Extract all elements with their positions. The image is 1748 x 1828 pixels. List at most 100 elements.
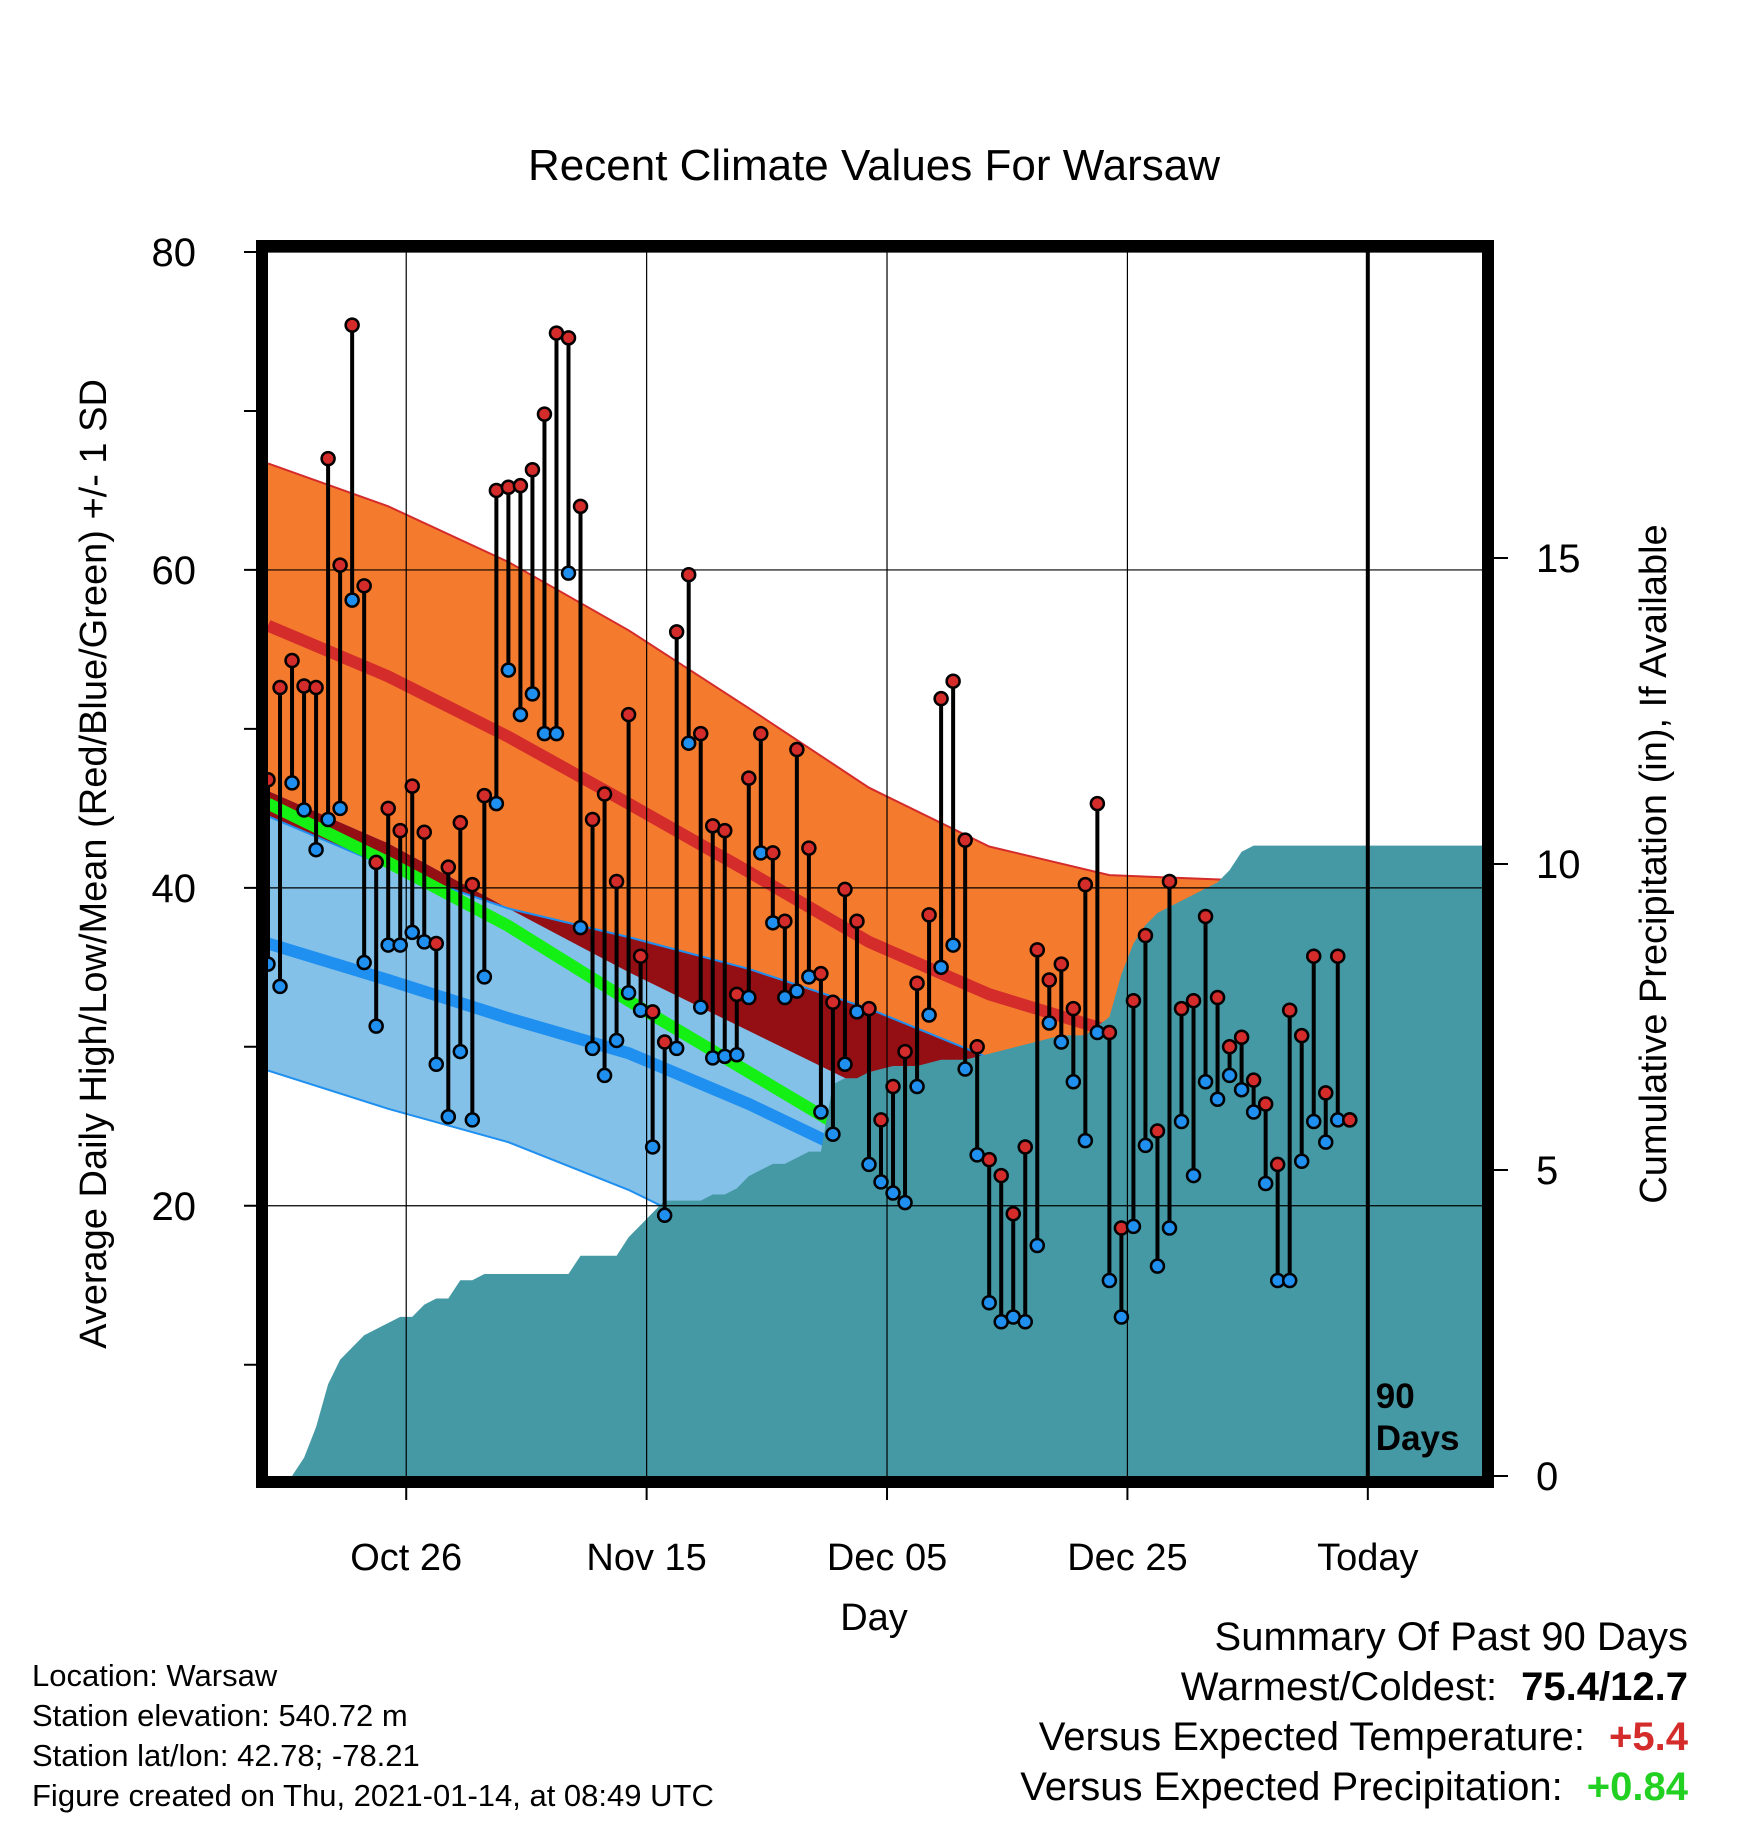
low-temp-point bbox=[1221, 1067, 1238, 1084]
low-temp-point bbox=[392, 937, 408, 953]
high-temp-point bbox=[644, 1004, 661, 1020]
low-temp-point bbox=[608, 1032, 625, 1049]
high-temp-point bbox=[680, 566, 697, 583]
low-temp-point bbox=[1101, 1272, 1118, 1289]
low-temp-point bbox=[825, 1126, 841, 1142]
high-temp-point bbox=[452, 814, 469, 831]
high-temp-point bbox=[1342, 1112, 1358, 1128]
low-temp-point bbox=[524, 686, 541, 702]
high-temp-point bbox=[596, 786, 613, 802]
high-temp-point bbox=[392, 822, 408, 839]
y-tick-label: 80 bbox=[152, 231, 197, 275]
high-temp-point bbox=[608, 873, 625, 890]
high-temp-point bbox=[268, 772, 276, 788]
y2-tick-label: 15 bbox=[1536, 537, 1581, 581]
low-temp-point bbox=[861, 1156, 877, 1173]
low-temp-point bbox=[1233, 1081, 1250, 1098]
high-temp-point bbox=[1293, 1027, 1310, 1044]
x-tick-label: Oct 26 bbox=[350, 1537, 462, 1579]
low-temp-point bbox=[1125, 1218, 1142, 1235]
high-temp-point bbox=[801, 840, 817, 856]
x-tick-label: Nov 15 bbox=[586, 1537, 706, 1579]
high-temp-point bbox=[765, 845, 781, 861]
high-temp-point bbox=[885, 1078, 901, 1095]
high-temp-point bbox=[368, 854, 384, 871]
created-text: Figure created on Thu, 2021-01-14, at 08… bbox=[32, 1778, 714, 1813]
precip-label: Versus Expected Precipitation: bbox=[1020, 1765, 1563, 1809]
high-temp-point bbox=[957, 832, 973, 848]
high-temp-point bbox=[945, 673, 961, 689]
low-temp-point bbox=[332, 800, 348, 817]
low-temp-point bbox=[813, 1104, 829, 1120]
low-temp-point bbox=[440, 1108, 457, 1125]
low-temp-point bbox=[644, 1139, 661, 1155]
low-temp-point bbox=[320, 811, 336, 828]
low-temp-point bbox=[1017, 1314, 1033, 1330]
low-temp-point bbox=[620, 985, 637, 1001]
low-temp-point bbox=[560, 565, 577, 581]
high-temp-point bbox=[1089, 795, 1106, 812]
low-temp-point bbox=[596, 1067, 613, 1084]
low-temp-point bbox=[1065, 1074, 1082, 1090]
low-temp-point bbox=[680, 735, 697, 751]
y-tick-label: 60 bbox=[152, 549, 197, 593]
high-temp-point bbox=[572, 498, 589, 515]
temp-label: Versus Expected Temperature: bbox=[1038, 1715, 1586, 1759]
high-temp-point bbox=[777, 913, 793, 929]
high-temp-point bbox=[1221, 1039, 1238, 1055]
high-temp-point bbox=[1245, 1072, 1262, 1088]
low-temp-point bbox=[512, 706, 529, 723]
summary-heading: Summary Of Past 90 Days bbox=[1214, 1615, 1688, 1659]
low-temp-point bbox=[656, 1207, 673, 1224]
high-temp-point bbox=[861, 1000, 877, 1017]
low-temp-point bbox=[668, 1040, 685, 1057]
high-temp-point bbox=[536, 406, 553, 422]
high-temp-point bbox=[356, 578, 372, 594]
low-temp-point bbox=[368, 1018, 384, 1034]
high-temp-point bbox=[1137, 927, 1154, 944]
y-tick-label: 20 bbox=[152, 1185, 197, 1229]
high-temp-point bbox=[1257, 1096, 1274, 1112]
high-temp-point bbox=[717, 822, 733, 839]
low-temp-point bbox=[729, 1047, 745, 1063]
x-tick-label: Today bbox=[1317, 1537, 1418, 1579]
low-temp-point bbox=[1161, 1220, 1178, 1236]
high-temp-point bbox=[464, 876, 481, 893]
high-temp-point bbox=[1209, 989, 1226, 1006]
high-temp-point bbox=[512, 477, 529, 494]
window-label-number: 90 bbox=[1376, 1377, 1415, 1416]
high-temp-point bbox=[837, 881, 853, 898]
low-temp-point bbox=[1317, 1134, 1334, 1150]
high-temp-point bbox=[897, 1043, 913, 1060]
low-temp-point bbox=[885, 1185, 901, 1201]
low-temp-point bbox=[1029, 1237, 1046, 1254]
high-temp-point bbox=[1269, 1156, 1286, 1173]
high-temp-point bbox=[416, 824, 433, 840]
high-temp-point bbox=[813, 965, 829, 982]
latlon-text: Station lat/lon: 42.78; -78.21 bbox=[32, 1738, 420, 1773]
high-temp-point bbox=[1161, 873, 1178, 890]
low-temp-point bbox=[1173, 1113, 1190, 1130]
y-tick-label: 40 bbox=[152, 867, 197, 911]
high-temp-point bbox=[1077, 876, 1094, 893]
high-temp-point bbox=[909, 975, 925, 991]
low-temp-point bbox=[945, 937, 961, 953]
low-temp-point bbox=[1209, 1091, 1226, 1108]
low-temp-point bbox=[296, 802, 312, 818]
high-temp-point bbox=[1317, 1085, 1334, 1101]
high-temp-point bbox=[272, 679, 288, 696]
low-temp-point bbox=[572, 919, 589, 936]
summary-row-warm-cold: Warmest/Coldest: 75.4/12.7 bbox=[1020, 1662, 1688, 1712]
high-temp-point bbox=[1041, 972, 1058, 988]
high-temp-point bbox=[1330, 948, 1346, 964]
high-temp-point bbox=[344, 317, 360, 333]
low-temp-point bbox=[1281, 1272, 1298, 1289]
high-temp-point bbox=[741, 770, 757, 786]
low-temp-point bbox=[1305, 1113, 1322, 1130]
low-temp-point bbox=[476, 969, 493, 985]
high-temp-point bbox=[969, 1039, 985, 1055]
high-temp-point bbox=[656, 1034, 673, 1050]
low-temp-point bbox=[1077, 1132, 1094, 1149]
